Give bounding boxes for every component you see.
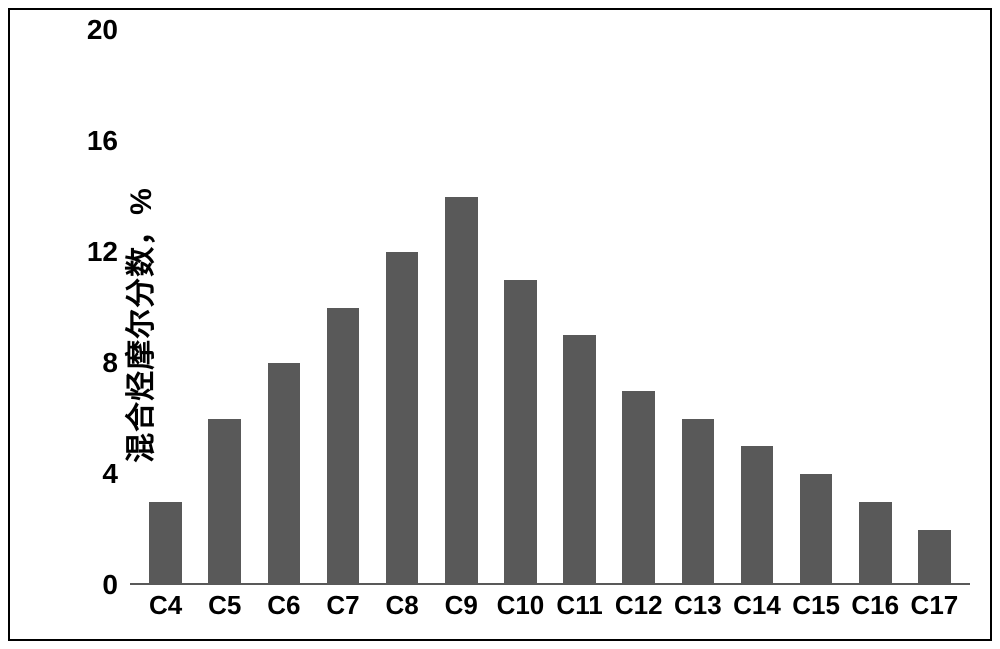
bar <box>445 197 478 586</box>
x-tick-label: C8 <box>373 590 432 621</box>
plot-area <box>130 30 970 585</box>
bar-slot <box>905 30 964 585</box>
bar-slot <box>787 30 846 585</box>
bar <box>741 446 774 585</box>
bar <box>918 530 951 586</box>
x-tick-label: C17 <box>905 590 964 621</box>
x-axis-labels: C4C5C6C7C8C9C10C11C12C13C14C15C16C17 <box>130 590 970 621</box>
bar-slot <box>313 30 372 585</box>
bar <box>622 391 655 585</box>
x-tick-label: C15 <box>787 590 846 621</box>
bar-slot <box>609 30 668 585</box>
bar-slot <box>136 30 195 585</box>
bar <box>386 252 419 585</box>
bar <box>149 502 182 585</box>
bar <box>859 502 892 585</box>
x-tick-label: C16 <box>846 590 905 621</box>
x-tick-label: C4 <box>136 590 195 621</box>
y-tick-label: 8 <box>78 347 118 379</box>
chart-container: 混合烃摩尔分数，% C4C5C6C7C8C9C10C11C12C13C14C15… <box>10 10 990 639</box>
bar <box>800 474 833 585</box>
x-tick-label: C5 <box>195 590 254 621</box>
bar-slot <box>846 30 905 585</box>
bar <box>208 419 241 586</box>
x-tick-label: C7 <box>313 590 372 621</box>
x-tick-label: C10 <box>491 590 550 621</box>
bar-slot <box>491 30 550 585</box>
bar <box>504 280 537 585</box>
x-tick-label: C13 <box>668 590 727 621</box>
bar-slot <box>195 30 254 585</box>
y-tick-label: 20 <box>78 14 118 46</box>
bar <box>327 308 360 586</box>
x-tick-label: C9 <box>432 590 491 621</box>
bar-slot <box>550 30 609 585</box>
x-tick-label: C14 <box>727 590 786 621</box>
bars-group <box>130 30 970 585</box>
y-tick-label: 4 <box>78 458 118 490</box>
x-tick-label: C12 <box>609 590 668 621</box>
chart-frame: 混合烃摩尔分数，% C4C5C6C7C8C9C10C11C12C13C14C15… <box>8 8 992 641</box>
x-tick-label: C11 <box>550 590 609 621</box>
bar-slot <box>432 30 491 585</box>
bar <box>563 335 596 585</box>
x-tick-label: C6 <box>254 590 313 621</box>
y-tick-label: 12 <box>78 236 118 268</box>
bar-slot <box>373 30 432 585</box>
bar-slot <box>254 30 313 585</box>
y-tick-label: 16 <box>78 125 118 157</box>
y-tick-label: 0 <box>78 569 118 601</box>
bar <box>682 419 715 586</box>
bar-slot <box>668 30 727 585</box>
bar <box>268 363 301 585</box>
bar-slot <box>727 30 786 585</box>
